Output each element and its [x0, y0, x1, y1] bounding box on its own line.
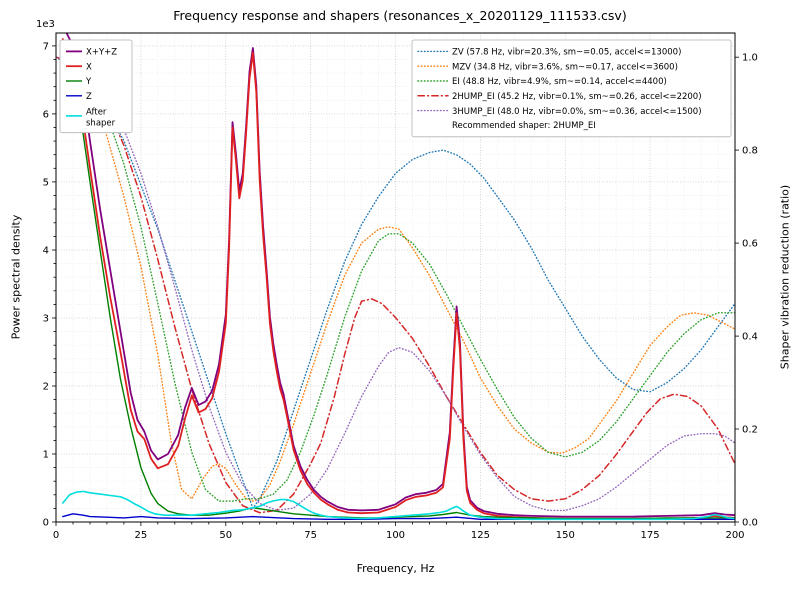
series-x	[61, 38, 735, 520]
legend-label-after-shaper: After	[86, 107, 107, 117]
svg-text:2: 2	[43, 382, 49, 393]
svg-text:3: 3	[43, 314, 49, 325]
legend-label-z: Z	[86, 92, 92, 102]
svg-text:50: 50	[219, 530, 232, 541]
y-axis-label-right: Shaper vibration reduction (ratio)	[778, 184, 792, 370]
tick-marks	[52, 45, 739, 526]
svg-text:5: 5	[43, 177, 49, 188]
grid-major	[56, 33, 735, 522]
svg-text:75: 75	[304, 530, 317, 541]
legend-label-3hump-ei: 3HUMP_EI (48.0 Hz, vibr=0.0%, sm~=0.36, …	[452, 107, 702, 117]
legend-shapers: ZV (57.8 Hz, vibr=20.3%, sm~=0.05, accel…	[411, 39, 732, 138]
series-zv	[56, 56, 735, 510]
svg-text:1: 1	[43, 450, 49, 461]
legend-label-x-y-z: X+Y+Z	[86, 48, 117, 58]
svg-text:0.4: 0.4	[742, 332, 758, 343]
chart-title: Frequency response and shapers (resonanc…	[173, 8, 627, 23]
series-after-shaper	[62, 490, 735, 521]
svg-text:150: 150	[556, 530, 575, 541]
grid-minor	[56, 33, 735, 522]
y-axis-offset-text: 1e3	[36, 19, 55, 30]
svg-text:0: 0	[43, 518, 49, 529]
svg-text:100: 100	[386, 530, 405, 541]
series-ei	[56, 56, 735, 502]
series-3hump-ei	[56, 56, 735, 512]
legend-label-2hump-ei: 2HUMP_EI (45.2 Hz, vibr=0.1%, sm~=0.26, …	[452, 92, 702, 102]
series-y	[62, 45, 735, 520]
legend-label-mzv: MZV (34.8 Hz, vibr=3.6%, sm~=0.17, accel…	[452, 62, 678, 72]
svg-text:125: 125	[471, 530, 490, 541]
svg-text:0.8: 0.8	[742, 146, 758, 157]
series-group	[56, 33, 735, 521]
tick-labels: 0 25 50 75 100 125 150 175 200 0 1 2 3 4 5 6 7 0.0 0.2 0.4 0…	[43, 41, 758, 541]
series-2hump-ei	[56, 56, 735, 514]
svg-text:0.0: 0.0	[742, 518, 758, 529]
svg-text:175: 175	[641, 530, 660, 541]
svg-text:6: 6	[43, 109, 49, 120]
y-axis-label-left: Power spectral density	[9, 214, 23, 340]
svg-text:200: 200	[725, 530, 744, 541]
series-x-y-z	[65, 33, 735, 518]
legend-label-ei: EI (48.8 Hz, vibr=4.9%, sm~=0.14, accel<…	[452, 77, 667, 87]
legend-recommended-shaper: Recommended shaper: 2HUMP_EI	[452, 121, 596, 131]
svg-text:4: 4	[43, 246, 49, 257]
svg-text:0: 0	[53, 530, 59, 541]
svg-text:shaper: shaper	[86, 118, 116, 128]
x-axis-label: Frequency, Hz	[356, 562, 435, 575]
svg-text:0.6: 0.6	[742, 239, 758, 250]
svg-text:7: 7	[43, 41, 49, 52]
svg-text:25: 25	[135, 530, 148, 541]
svg-text:1.0: 1.0	[742, 53, 758, 64]
legend-label-y: Y	[85, 77, 92, 87]
svg-text:0.2: 0.2	[742, 425, 758, 436]
legend-label-zv: ZV (57.8 Hz, vibr=20.3%, sm~=0.05, accel…	[452, 48, 681, 58]
legend-label-x: X	[86, 62, 92, 72]
series-mzv	[56, 56, 735, 502]
